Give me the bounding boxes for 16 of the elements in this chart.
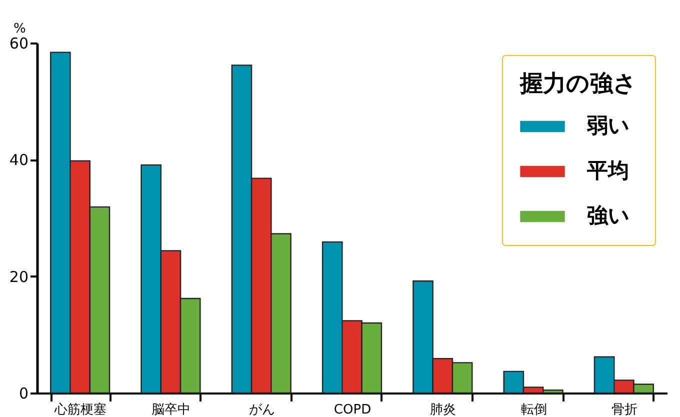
legend-label: 強い (587, 202, 630, 228)
legend-title: 握力の強さ (519, 70, 637, 97)
x-tick-label: 脳卒中 (152, 402, 191, 417)
x-tick-label: 肺炎 (430, 402, 456, 417)
y-tick-label: 40 (9, 151, 28, 170)
y-tick-label: 20 (9, 268, 28, 286)
x-tick-label: COPD (334, 402, 372, 417)
legend-label: 平均 (586, 158, 629, 182)
y-tick-label: 0 (18, 384, 28, 402)
x-tick-label: 骨折 (611, 402, 638, 417)
x-tick-label: 心筋梗塞 (54, 402, 107, 417)
y-tick-label: 60 (9, 34, 28, 52)
y-axis-title: % (14, 22, 26, 36)
x-tick-label: がん (248, 402, 275, 417)
x-tick-label: 転倒 (520, 402, 547, 417)
legend-label: 弱い (586, 112, 630, 138)
